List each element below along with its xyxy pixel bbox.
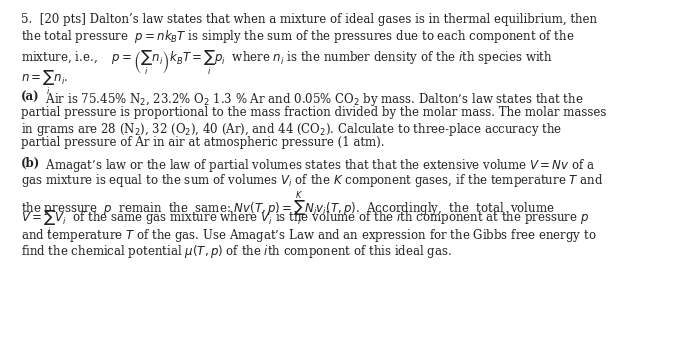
- Text: the pressure  $p$  remain  the  same: $Nv(T, p) = \sum_i^K N_i v_i(T, p)$.  Acco: the pressure $p$ remain the same: $Nv(T,…: [20, 190, 554, 228]
- Text: gas mixture is equal to the sum of volumes $V_i$ of the $K$ component gases, if : gas mixture is equal to the sum of volum…: [20, 172, 603, 189]
- Text: mixture, i.e.,    $p = \left(\sum_i n_i\right)k_BT = \sum_i p_i$  where $n_i$ is: mixture, i.e., $p = \left(\sum_i n_i\rig…: [20, 49, 552, 77]
- Text: 5.  [20 pts] Dalton’s law states that when a mixture of ideal gases is in therma: 5. [20 pts] Dalton’s law states that whe…: [20, 13, 596, 26]
- Text: (a): (a): [20, 91, 39, 104]
- Text: partial pressure of Ar in air at atmospheric pressure (1 atm).: partial pressure of Ar in air at atmosph…: [20, 136, 384, 149]
- Text: Amagat’s law or the law of partial volumes states that that the extensive volume: Amagat’s law or the law of partial volum…: [41, 156, 595, 173]
- Text: Air is 75.45% N$_2$, 23.2% O$_2$ 1.3 % Ar and 0.05% CO$_2$ by mass. Dalton’s law: Air is 75.45% N$_2$, 23.2% O$_2$ 1.3 % A…: [41, 91, 583, 108]
- Text: in grams are 28 (N$_2$), 32 (O$_2$), 40 (Ar), and 44 (CO$_2$). Calculate to thre: in grams are 28 (N$_2$), 32 (O$_2$), 40 …: [20, 121, 562, 138]
- Text: $V = \sum_i V_i$  of the same gas mixture where $V_i$ is the volume of the $i$th: $V = \sum_i V_i$ of the same gas mixture…: [20, 209, 589, 237]
- Text: find the chemical potential $\mu(T,p)$ of the $i$th component of this ideal gas.: find the chemical potential $\mu(T,p)$ o…: [20, 242, 452, 259]
- Text: $n = \sum_i n_i$.: $n = \sum_i n_i$.: [20, 69, 68, 97]
- Text: (b): (b): [20, 156, 40, 170]
- Text: and temperature $T$ of the gas. Use Amagat’s Law and an expression for the Gibbs: and temperature $T$ of the gas. Use Amag…: [20, 227, 596, 244]
- Text: the total pressure  $p = nk_BT$ is simply the sum of the pressures due to each c: the total pressure $p = nk_BT$ is simply…: [20, 28, 574, 45]
- Text: partial pressure is proportional to the mass fraction divided by the molar mass.: partial pressure is proportional to the …: [20, 106, 606, 119]
